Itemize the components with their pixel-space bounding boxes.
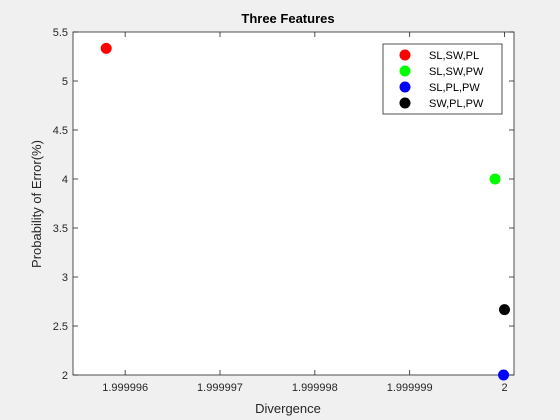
legend: SL,SW,PL SL,SW,PW SL,PL,PW SW,PL,PW: [382, 43, 503, 115]
data-point: [489, 173, 501, 185]
y-tick-label: 3.5: [53, 223, 68, 235]
legend-label: SW,PL,PW: [429, 98, 484, 110]
y-tick-label: 5.5: [53, 27, 68, 39]
data-points: [100, 42, 511, 381]
x-tick-label: 1.999999: [387, 382, 433, 394]
y-tick-label: 2.5: [53, 321, 68, 333]
y-tick-label: 5: [62, 76, 68, 88]
x-tick-label: 1.999996: [102, 382, 148, 394]
x-axis-label: Divergence: [255, 401, 321, 416]
y-tick-label: 2: [62, 370, 68, 382]
legend-label: SL,PL,PW: [429, 82, 480, 94]
x-tick-label: 1.999997: [197, 382, 243, 394]
axes: [72, 31, 515, 376]
axes-box: [72, 31, 515, 376]
legend-marker: [399, 81, 411, 93]
legend-marker: [399, 97, 411, 109]
y-tick-label: 3: [62, 272, 68, 284]
x-tick-label: 2: [501, 382, 507, 394]
data-point: [499, 304, 511, 316]
data-point: [498, 369, 510, 381]
legend-label: SL,SW,PL: [429, 50, 479, 62]
y-tick-label: 4: [62, 174, 68, 186]
chart-title: Three Features: [241, 11, 334, 26]
legend-marker: [399, 49, 411, 61]
y-tick-label: 4.5: [53, 125, 68, 137]
ticks: 1.999996 1.999997 1.999998 1.999999 2 2 2.5 3 3.…: [53, 27, 514, 394]
data-point: [100, 42, 112, 54]
y-axis-label: Probability of Error(%): [29, 140, 44, 268]
legend-marker: [399, 65, 411, 77]
legend-label: SL,SW,PW: [429, 66, 484, 78]
x-tick-label: 1.999998: [292, 382, 338, 394]
